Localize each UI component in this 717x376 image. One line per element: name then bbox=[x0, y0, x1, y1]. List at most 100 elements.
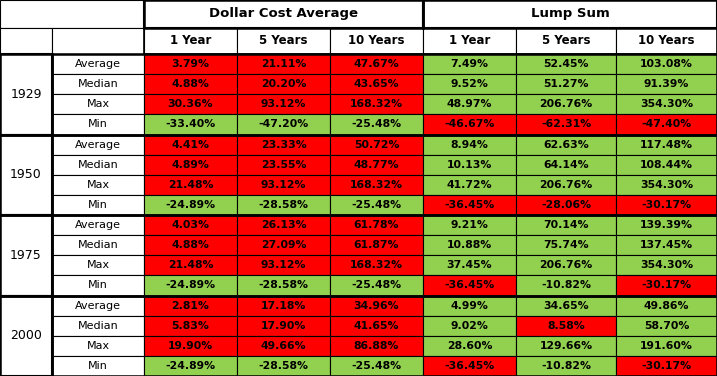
Text: Min: Min bbox=[88, 120, 108, 129]
Text: 4.41%: 4.41% bbox=[171, 139, 209, 150]
Bar bbox=[330, 356, 423, 376]
Bar bbox=[52, 235, 144, 255]
Text: 206.76%: 206.76% bbox=[539, 260, 593, 270]
Text: -36.45%: -36.45% bbox=[445, 280, 495, 290]
Text: 103.08%: 103.08% bbox=[640, 59, 693, 69]
Bar bbox=[0, 54, 52, 135]
Bar bbox=[52, 28, 144, 54]
Text: -30.17%: -30.17% bbox=[642, 280, 692, 290]
Text: Median: Median bbox=[77, 240, 118, 250]
Text: 2.81%: 2.81% bbox=[171, 300, 209, 311]
Bar bbox=[423, 135, 516, 155]
Bar bbox=[516, 356, 616, 376]
Text: 206.76%: 206.76% bbox=[539, 99, 593, 109]
Bar bbox=[516, 114, 616, 135]
Text: Lump Sum: Lump Sum bbox=[531, 8, 609, 21]
Text: -36.45%: -36.45% bbox=[445, 361, 495, 371]
Bar bbox=[423, 155, 516, 175]
Bar bbox=[144, 275, 237, 296]
Bar bbox=[0, 215, 52, 296]
Bar bbox=[144, 94, 237, 114]
Text: Min: Min bbox=[88, 200, 108, 210]
Bar bbox=[52, 155, 144, 175]
Text: -28.58%: -28.58% bbox=[259, 280, 308, 290]
Text: 41.65%: 41.65% bbox=[353, 321, 399, 331]
Bar bbox=[144, 235, 237, 255]
Bar bbox=[52, 135, 717, 215]
Text: -24.89%: -24.89% bbox=[166, 200, 216, 210]
Bar bbox=[423, 0, 717, 28]
Bar bbox=[0, 215, 52, 296]
Bar bbox=[0, 54, 52, 135]
Bar bbox=[52, 54, 144, 74]
Text: 3.79%: 3.79% bbox=[171, 59, 209, 69]
Text: -25.48%: -25.48% bbox=[351, 120, 402, 129]
Bar bbox=[144, 0, 423, 28]
Text: 30.36%: 30.36% bbox=[168, 99, 214, 109]
Text: Min: Min bbox=[88, 361, 108, 371]
Bar bbox=[144, 114, 237, 135]
Bar bbox=[616, 114, 717, 135]
Text: 1929: 1929 bbox=[10, 88, 42, 101]
Bar bbox=[237, 28, 330, 54]
Bar bbox=[144, 315, 237, 336]
Bar bbox=[52, 135, 144, 155]
Text: 129.66%: 129.66% bbox=[539, 341, 592, 351]
Text: 137.45%: 137.45% bbox=[640, 240, 693, 250]
Text: 139.39%: 139.39% bbox=[640, 220, 693, 230]
Bar bbox=[616, 155, 717, 175]
Bar bbox=[616, 315, 717, 336]
Text: 8.94%: 8.94% bbox=[450, 139, 488, 150]
Bar bbox=[330, 94, 423, 114]
Text: -24.89%: -24.89% bbox=[166, 361, 216, 371]
Bar bbox=[516, 255, 616, 275]
Bar bbox=[516, 155, 616, 175]
Text: 23.33%: 23.33% bbox=[260, 139, 306, 150]
Bar bbox=[616, 135, 717, 155]
Bar bbox=[144, 135, 237, 155]
Text: -28.58%: -28.58% bbox=[259, 200, 308, 210]
Text: 28.60%: 28.60% bbox=[447, 341, 493, 351]
Text: 91.39%: 91.39% bbox=[644, 79, 689, 89]
Text: -30.17%: -30.17% bbox=[642, 200, 692, 210]
Text: 4.88%: 4.88% bbox=[171, 240, 209, 250]
Text: -10.82%: -10.82% bbox=[541, 361, 591, 371]
Bar bbox=[423, 94, 516, 114]
Bar bbox=[616, 215, 717, 235]
Text: Average: Average bbox=[75, 300, 121, 311]
Bar bbox=[144, 155, 237, 175]
Bar bbox=[144, 255, 237, 275]
Text: 34.65%: 34.65% bbox=[543, 300, 589, 311]
Bar bbox=[423, 296, 516, 315]
Bar bbox=[330, 54, 423, 74]
Bar bbox=[330, 336, 423, 356]
Bar bbox=[144, 28, 717, 54]
Bar bbox=[52, 175, 144, 195]
Bar bbox=[237, 114, 330, 135]
Text: 8.58%: 8.58% bbox=[547, 321, 585, 331]
Text: Median: Median bbox=[77, 79, 118, 89]
Text: 10 Years: 10 Years bbox=[638, 35, 695, 47]
Bar bbox=[516, 28, 616, 54]
Text: 5 Years: 5 Years bbox=[260, 35, 308, 47]
Bar bbox=[330, 195, 423, 215]
Bar bbox=[423, 275, 516, 296]
Bar bbox=[330, 155, 423, 175]
Text: 62.63%: 62.63% bbox=[543, 139, 589, 150]
Bar bbox=[237, 195, 330, 215]
Bar bbox=[330, 315, 423, 336]
Bar bbox=[237, 275, 330, 296]
Text: 61.78%: 61.78% bbox=[353, 220, 399, 230]
Bar bbox=[516, 315, 616, 336]
Text: 1975: 1975 bbox=[10, 249, 42, 262]
Text: 1950: 1950 bbox=[10, 168, 42, 181]
Bar bbox=[330, 114, 423, 135]
Bar bbox=[52, 255, 144, 275]
Text: 5 Years: 5 Years bbox=[542, 35, 590, 47]
Text: 49.66%: 49.66% bbox=[261, 341, 306, 351]
Bar bbox=[616, 74, 717, 94]
Bar bbox=[616, 195, 717, 215]
Bar bbox=[52, 296, 717, 376]
Bar bbox=[330, 275, 423, 296]
Text: -24.89%: -24.89% bbox=[166, 280, 216, 290]
